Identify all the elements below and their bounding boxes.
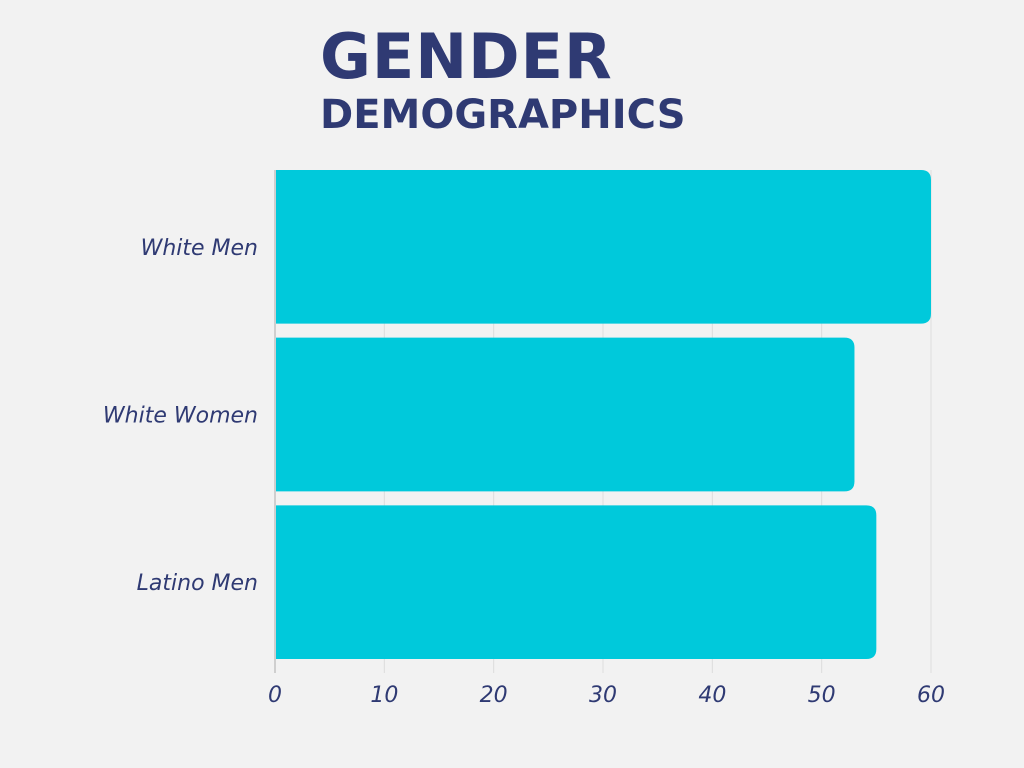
- bar-white-men: [275, 170, 931, 324]
- x-tick-label: 50: [808, 683, 836, 708]
- category-label: White Women: [103, 404, 258, 429]
- x-tick-label: 20: [480, 683, 508, 708]
- chart-title-block: GENDER DEMOGRAPHICS: [320, 20, 686, 139]
- x-tick-label: 40: [698, 683, 726, 708]
- bar-latino-men: [275, 505, 877, 659]
- chart-subtitle: DEMOGRAPHICS: [320, 92, 686, 138]
- bar-white-women: [275, 337, 855, 492]
- x-tick-label: 10: [370, 683, 398, 708]
- x-tick-label: 0: [268, 683, 282, 708]
- category-label: White Men: [141, 236, 258, 261]
- x-tick-label: 60: [917, 683, 945, 708]
- chart-title: GENDER: [320, 20, 613, 93]
- category-label: Latino Men: [137, 571, 258, 596]
- x-tick-label: 30: [589, 683, 617, 708]
